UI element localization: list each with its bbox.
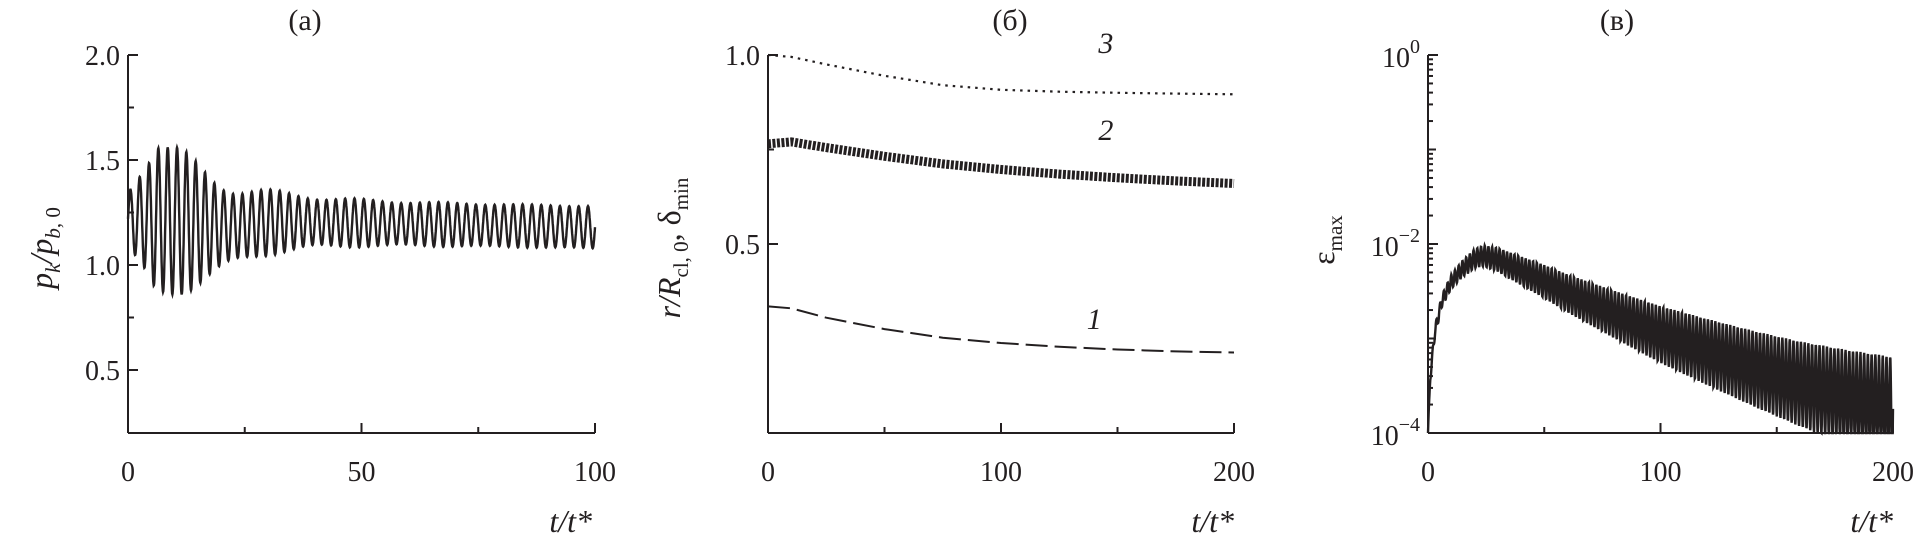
curve-label-3: 3: [1097, 27, 1113, 60]
panel-a-ylabel-p1: p: [23, 273, 59, 291]
panel-b-series-3: [767, 53, 1235, 96]
panel-a-xlabel: t/t*: [549, 503, 592, 539]
y-tick-label: 1.0: [85, 251, 120, 282]
panel-c-ylabel-eps: ε: [1305, 251, 1341, 264]
panel-b-ylabel-r: r: [651, 305, 687, 318]
panel-a-ylabel-sub2b: , 0: [41, 207, 65, 228]
panel-b-ylabel-R: R: [651, 277, 687, 298]
panel-c-title: (в): [1600, 4, 1634, 37]
y-tick-label: 1.5: [85, 146, 120, 177]
panel-a-ylabel-sub1: k: [41, 263, 65, 273]
panel-a-ylabel-slash: /: [23, 252, 59, 266]
panel-b-title: (б): [992, 4, 1027, 37]
y-tick-label: 100: [1382, 36, 1420, 74]
panel-a-ylabel: pk/pb, 0: [23, 207, 65, 291]
panel-b-ylabel-slash: /: [651, 294, 687, 308]
y-tick-label: 10−4: [1371, 414, 1420, 452]
panel-c-ylabel: εmax: [1305, 215, 1347, 265]
panel-c-xlabel: t/t*: [1850, 503, 1893, 539]
panel-b-ylabel-min: min: [669, 177, 693, 210]
x-tick-label: 100: [980, 457, 1022, 488]
panel-a-ylabel-sub2: b: [41, 228, 65, 239]
y-tick-label: 10−2: [1371, 225, 1420, 263]
panel-b-ylabel: r/Rcl, 0, δmin: [651, 177, 693, 318]
panel-b: (б) 0 100 200 0.5 1.0 3 2 1 r/Rcl, 0, δmin t/t…: [651, 4, 1255, 539]
curve-label-2: 2: [1098, 114, 1113, 147]
x-tick-label: 100: [1640, 457, 1682, 488]
panel-c-ylabel-sub: max: [1323, 215, 1347, 252]
x-tick-label: 0: [121, 457, 135, 488]
y-tick-label: 0.5: [85, 356, 120, 387]
y-tick-label: 1.0: [725, 41, 760, 72]
panel-a-title: (а): [288, 4, 321, 37]
panel-c-series-line: [1426, 241, 1895, 436]
x-tick-label: 100: [574, 457, 616, 488]
panel-b-series-1: [767, 305, 1235, 354]
panel-b-ylabel-sub: cl, 0: [669, 241, 693, 277]
x-tick-label: 200: [1872, 457, 1914, 488]
x-tick-label: 50: [348, 457, 376, 488]
x-tick-label: 200: [1213, 457, 1255, 488]
panel-c: (в) 0 100 200 10−4 10−2 100 εmax t/t*: [1305, 4, 1914, 539]
curve-label-1: 1: [1087, 303, 1102, 336]
x-tick-label: 0: [1421, 457, 1435, 488]
panel-b-series-2: [767, 137, 1235, 188]
panel-b-xlabel: t/t*: [1191, 503, 1234, 539]
y-tick-label: 2.0: [85, 41, 120, 72]
panel-b-ylabel-delta: , δ: [651, 210, 687, 241]
y-tick-label: 0.5: [725, 230, 760, 261]
panel-a-ylabel-p2: p: [23, 239, 59, 257]
x-tick-label: 0: [761, 457, 775, 488]
panel-a-series-line: [126, 143, 597, 300]
